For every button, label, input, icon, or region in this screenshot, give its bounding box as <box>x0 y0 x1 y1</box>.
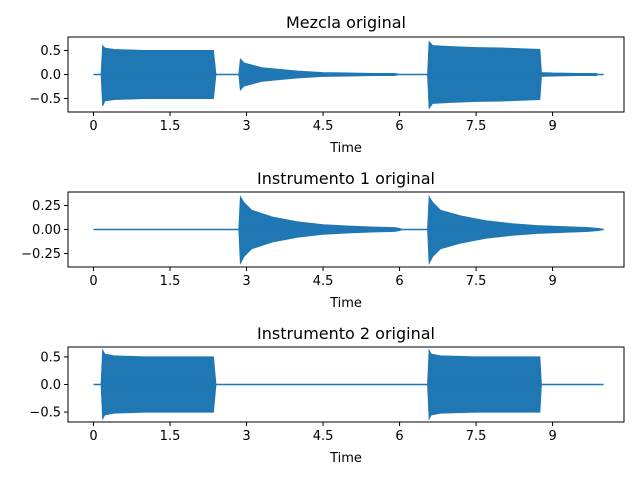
waveform-series <box>93 195 604 266</box>
y-ticks: −0.5 0.0 0.5 <box>29 350 68 421</box>
x-ticks: 0 1.5 3 4.5 6 7.5 9 <box>89 112 557 134</box>
x-tick-label: 9 <box>548 429 556 444</box>
waveform-series <box>93 348 604 421</box>
x-tick-label: 9 <box>548 119 556 134</box>
y-tick-label: 0.5 <box>40 44 61 59</box>
waveform-envelope <box>93 348 604 421</box>
x-axis-label: Time <box>329 296 362 311</box>
x-axis-label: Time <box>329 451 362 466</box>
x-tick-label: 4.5 <box>313 119 334 134</box>
y-tick-label: −0.5 <box>29 406 61 421</box>
y-ticks: −0.25 0.00 0.25 <box>21 199 68 262</box>
x-tick-label: 1.5 <box>160 119 181 134</box>
x-axis-label: Time <box>329 141 362 156</box>
axes-frame <box>67 36 625 113</box>
x-ticks: 0 1.5 3 4.5 6 7.5 9 <box>89 267 557 289</box>
x-tick-label: 1.5 <box>160 274 181 289</box>
x-tick-label: 6 <box>395 274 403 289</box>
x-tick-label: 7.5 <box>466 274 487 289</box>
x-tick-label: 7.5 <box>466 119 487 134</box>
subplot-title: Mezcla original <box>286 13 406 32</box>
x-tick-label: 0 <box>89 274 97 289</box>
x-tick-label: 7.5 <box>466 429 487 444</box>
y-tick-label: 0.0 <box>40 68 61 83</box>
y-ticks: −0.5 0.0 0.5 <box>29 44 68 107</box>
subplot-mezcla: Mezcla original 0 1.5 3 4.5 6 7.5 9 −0.5 0.0 0.5… <box>29 13 625 156</box>
x-tick-label: 6 <box>395 429 403 444</box>
x-tick-label: 0 <box>89 119 97 134</box>
x-tick-label: 3 <box>242 119 250 134</box>
subplot-title: Instrumento 2 original <box>257 324 435 343</box>
waveform-series <box>93 40 604 110</box>
subplot-instrumento-2: Instrumento 2 original 0 1.5 3 4.5 6 7.5 9 −0.… <box>29 324 625 466</box>
y-tick-label: 0.25 <box>32 199 61 214</box>
x-tick-label: 3 <box>242 429 250 444</box>
x-tick-label: 4.5 <box>313 429 334 444</box>
x-tick-label: 9 <box>548 274 556 289</box>
axes-frame <box>67 191 625 268</box>
x-tick-label: 6 <box>395 119 403 134</box>
subplot-title: Instrumento 1 original <box>257 169 435 188</box>
x-tick-label: 3 <box>242 274 250 289</box>
y-tick-label: 0.00 <box>32 223 61 238</box>
axes-frame <box>67 346 625 423</box>
x-ticks: 0 1.5 3 4.5 6 7.5 9 <box>89 422 557 444</box>
subplot-instrumento-1: Instrumento 1 original 0 1.5 3 4.5 6 7.5 9 −0.… <box>21 169 625 311</box>
y-tick-label: −0.25 <box>21 247 61 262</box>
y-tick-label: −0.5 <box>29 92 61 107</box>
x-tick-label: 4.5 <box>313 274 334 289</box>
x-tick-label: 0 <box>89 429 97 444</box>
x-tick-label: 1.5 <box>160 429 181 444</box>
y-tick-label: 0.0 <box>40 378 61 393</box>
y-tick-label: 0.5 <box>40 350 61 365</box>
